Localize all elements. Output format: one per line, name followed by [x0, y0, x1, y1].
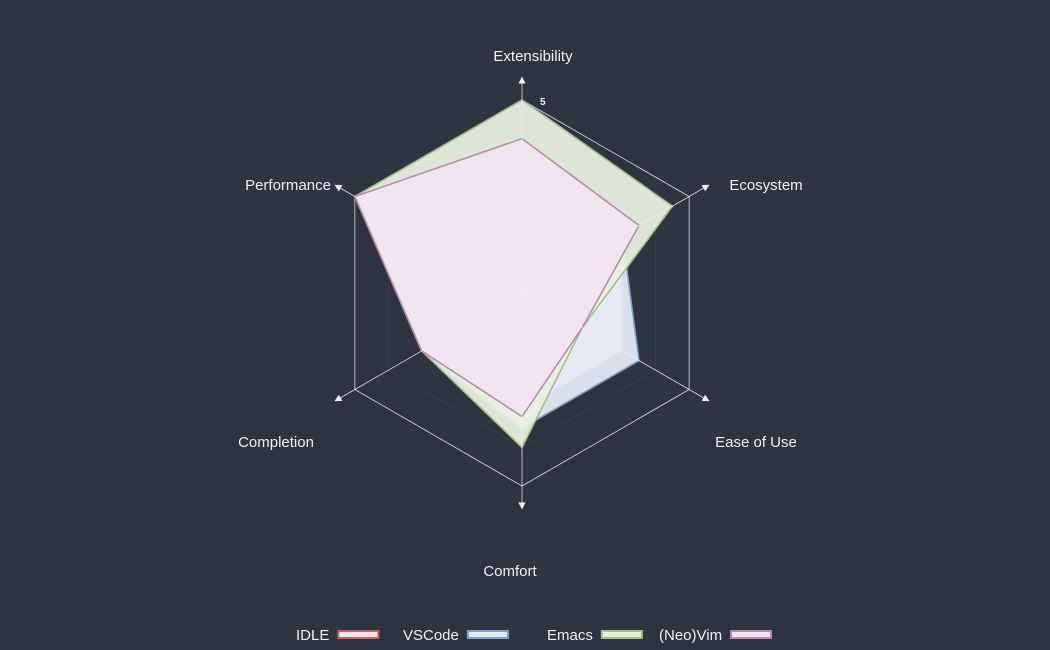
axis-line-2 [521, 292, 710, 402]
axis-label-2: Ease of Use [715, 434, 797, 451]
axis-label-1: Ecosystem [729, 177, 802, 194]
radar-axes [334, 76, 710, 510]
legend-label: (Neo)Vim [659, 627, 722, 644]
legend-item-3[interactable]: (Neo)Vim [659, 627, 773, 644]
axis-label-0: Extensibility [493, 48, 573, 65]
legend-swatch [730, 630, 773, 639]
axis-line-1 [521, 184, 710, 294]
series-areas [353, 99, 674, 449]
axis-label-3: Comfort [483, 563, 537, 580]
axis-line-5 [334, 184, 523, 294]
tick-label-0: 5 [540, 97, 546, 108]
legend-item-1[interactable]: VSCode [403, 627, 509, 644]
legend-label: VSCode [403, 627, 459, 644]
legend: IDLE VSCode Emacs (Neo)Vim [296, 627, 773, 644]
legend-label: IDLE [296, 627, 329, 644]
legend-label: Emacs [547, 627, 593, 644]
legend-swatch [600, 630, 643, 639]
legend-swatch [466, 630, 509, 639]
legend-item-2[interactable]: Emacs [547, 627, 643, 644]
legend-swatch [337, 630, 380, 639]
legend-item-0[interactable]: IDLE [296, 627, 380, 644]
axis-label-5: Performance [245, 177, 331, 194]
axis-label-4: Completion [238, 434, 314, 451]
axis-line-4 [334, 292, 523, 402]
axis-labels: Extensibility Ecosystem Ease of Use Comfort… [238, 48, 803, 580]
